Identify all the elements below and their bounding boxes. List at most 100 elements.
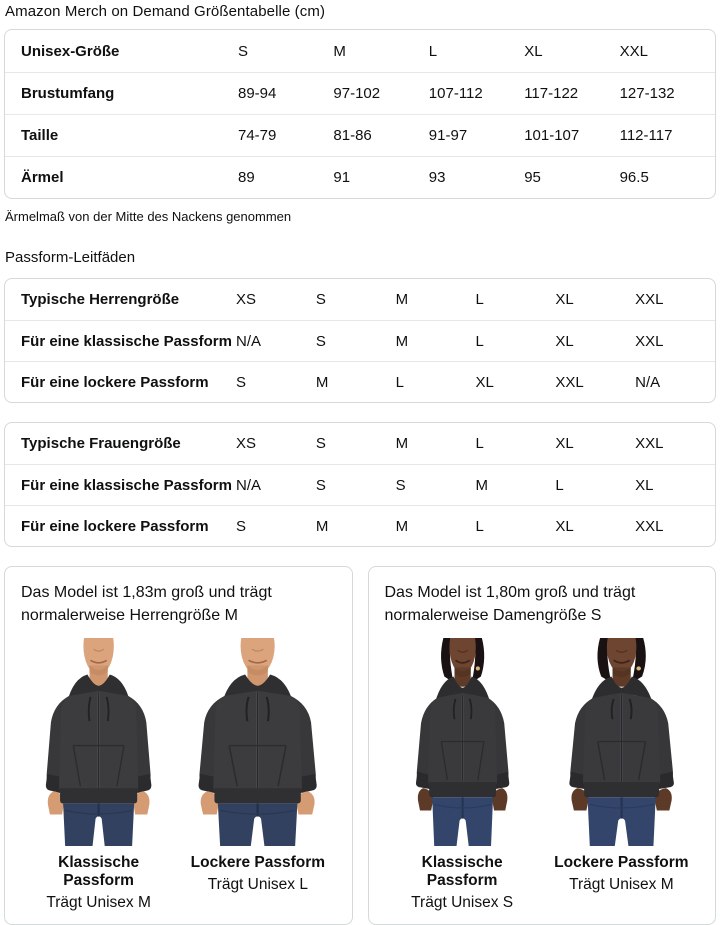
table-header-row: Unisex-Größe S M L XL XXL xyxy=(5,30,715,72)
cell: M xyxy=(395,291,409,308)
row-label: Typische Herrengröße xyxy=(21,291,180,308)
cell: XL xyxy=(635,476,654,494)
row-label: Brustumfang xyxy=(21,85,115,102)
cell: XXL xyxy=(635,332,664,350)
row-label: Typische Frauengröße xyxy=(21,435,181,452)
cell: 91-97 xyxy=(428,127,468,144)
cell: S xyxy=(315,476,326,494)
cell: XS xyxy=(236,291,257,308)
cell: S xyxy=(315,435,326,452)
cell: XXL xyxy=(555,373,584,391)
model-photo-men-classic: Klassische Passform Trägt Unisex M xyxy=(21,638,176,912)
cell: XXL xyxy=(635,291,664,308)
row-label: Taille xyxy=(21,127,59,144)
cell: L xyxy=(475,517,484,535)
cell: N/A xyxy=(635,373,661,391)
table-row-chest: Brustumfang 89-94 97-102 107-112 117-122… xyxy=(5,72,715,114)
male-model-classic-fit-image xyxy=(44,638,153,846)
cell: 107-112 xyxy=(428,85,483,102)
wears-caption: Trägt Unisex M xyxy=(46,894,151,911)
row-label: Für eine lockere Passform xyxy=(21,517,209,535)
cell: 112-117 xyxy=(619,127,673,144)
cell: N/A xyxy=(236,332,262,350)
cell: L xyxy=(555,476,564,494)
table-row-classic-men: Für eine klassische Passform N/A S M L X… xyxy=(5,320,715,361)
cell: M xyxy=(395,435,409,452)
male-model-loose-fit-image xyxy=(197,638,319,846)
fit-guides-title: Passform-Leitfäden xyxy=(5,249,136,266)
page-title: Amazon Merch on Demand Größentabelle (cm… xyxy=(5,3,326,20)
table-row-classic-women: Für eine klassische Passform N/A S S M L… xyxy=(5,464,715,505)
cell: M xyxy=(395,332,409,350)
cell: 127-132 xyxy=(619,85,675,102)
col-header-m: M xyxy=(333,42,346,60)
row-label: Für eine klassische Passform xyxy=(21,476,232,494)
cell: 95 xyxy=(524,169,541,186)
cell: XL xyxy=(555,332,574,350)
table-row-waist: Taille 74-79 81-86 91-97 101-107 112-117 xyxy=(5,114,715,156)
cell: S xyxy=(315,291,326,308)
cell: S xyxy=(395,476,406,494)
wears-caption: Trägt Unisex M xyxy=(569,876,674,893)
female-model-classic-fit-image xyxy=(414,638,511,846)
col-header-l: L xyxy=(428,42,438,60)
model-description-men: Das Model ist 1,83m groß und trägt norma… xyxy=(21,584,272,624)
female-model-loose-fit-image xyxy=(567,638,676,846)
model-photo-men-loose: Lockere Passform Trägt Unisex L xyxy=(180,638,335,912)
col-header-xxl: XXL xyxy=(619,42,648,60)
model-cards: Das Model ist 1,83m groß und trägt norma… xyxy=(4,566,716,925)
row-label: Ärmel xyxy=(21,169,64,186)
cell: XL xyxy=(475,373,494,391)
cell: M xyxy=(315,373,329,391)
cell: S xyxy=(236,373,247,391)
cell: L xyxy=(475,332,484,350)
sleeve-measure-note: Ärmelmaß von der Mitte des Nackens genom… xyxy=(5,209,292,224)
cell: N/A xyxy=(236,476,262,494)
model-photo-women-classic: Klassische Passform Trägt Unisex S xyxy=(385,638,540,912)
unisex-size-table: Unisex-Größe S M L XL XXL Brustumfang 89… xyxy=(4,29,716,199)
cell: M xyxy=(395,517,409,535)
cell: 91 xyxy=(333,169,351,186)
table-row-loose-women: Für eine lockere Passform S M M L XL XXL xyxy=(5,505,715,546)
cell: S xyxy=(236,517,247,535)
col-header-xl: XL xyxy=(524,42,543,60)
model-photo-women-loose: Lockere Passform Trägt Unisex M xyxy=(544,638,699,912)
model-card-women: Das Model ist 1,80m groß und trägt norma… xyxy=(367,566,716,925)
table-row-typical-women: Typische Frauengröße XS S M L XL XXL xyxy=(5,423,715,464)
cell: 89 xyxy=(238,169,255,186)
cell: XS xyxy=(236,435,257,452)
row-label: Für eine klassische Passform xyxy=(21,332,232,350)
cell: L xyxy=(395,373,404,391)
size-table-header-label: Unisex-Größe xyxy=(21,42,120,60)
table-row-sleeve: Ärmel 89 91 93 95 96.5 xyxy=(5,156,715,198)
wears-caption: Trägt Unisex S xyxy=(411,894,514,911)
cell: XXL xyxy=(635,517,664,535)
wears-caption: Trägt Unisex L xyxy=(207,876,308,893)
women-fit-table: Typische Frauengröße XS S M L XL XXL Für… xyxy=(4,422,716,547)
cell: 74-79 xyxy=(238,127,277,144)
fit-caption: Lockere Passform xyxy=(554,854,689,871)
cell: XL xyxy=(555,435,574,452)
model-card-men: Das Model ist 1,83m groß und trägt norma… xyxy=(4,566,353,925)
cell: 101-107 xyxy=(524,127,580,144)
cell: M xyxy=(315,517,329,535)
cell: 96.5 xyxy=(619,169,649,186)
cell: M xyxy=(475,476,489,494)
cell: 117-122 xyxy=(524,85,579,102)
cell: 97-102 xyxy=(333,85,381,102)
model-description-women: Das Model ist 1,80m groß und trägt norma… xyxy=(384,584,636,624)
table-row-typical-men: Typische Herrengröße XS S M L XL XXL xyxy=(5,279,715,320)
row-label: Für eine lockere Passform xyxy=(21,373,209,391)
cell: XL xyxy=(555,291,574,308)
col-header-s: S xyxy=(238,42,249,60)
cell: S xyxy=(315,332,326,350)
cell: 93 xyxy=(428,169,446,186)
cell: XL xyxy=(555,517,574,535)
cell: 81-86 xyxy=(333,127,372,144)
fit-caption: Lockere Passform xyxy=(190,854,326,871)
cell: L xyxy=(475,435,484,452)
fit-caption: Klassische Passform xyxy=(58,854,140,889)
cell: 89-94 xyxy=(238,85,277,102)
cell: XXL xyxy=(635,435,664,452)
cell: L xyxy=(475,291,484,308)
